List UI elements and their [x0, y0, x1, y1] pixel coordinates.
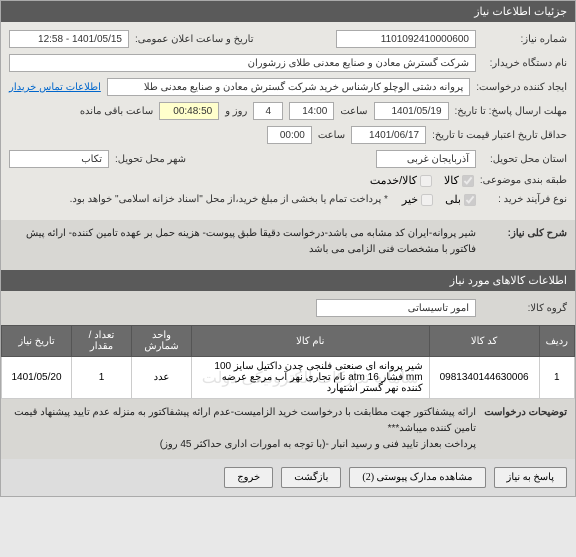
row-category: طبقه بندی موضوعی: کالا کالا/خدمت	[9, 174, 567, 187]
label-remaining: ساعت باقی مانده	[80, 106, 153, 117]
table-header-row: ردیف کد کالا نام کالا واحد شمارش تعداد /…	[2, 326, 575, 357]
label-notes: توضیحات درخواست	[482, 405, 567, 421]
cb-service	[420, 175, 432, 187]
section-header-goods: اطلاعات کالاهای مورد نیاز	[1, 270, 575, 291]
label-currency: طبقه بندی موضوعی:	[480, 175, 567, 186]
cb-yes-label: بلی	[445, 193, 461, 206]
goods-table-wrap: ردیف کد کالا نام کالا واحد شمارش تعداد /…	[1, 325, 575, 399]
row-request-no: شماره نیاز: 1101092410000600 تاریخ و ساع…	[9, 30, 567, 48]
label-requester: ایجاد کننده درخواست:	[476, 82, 567, 93]
docs-button[interactable]: مشاهده مدارک پیوستی (2)	[349, 467, 485, 488]
cb-yes	[464, 194, 476, 206]
cb-no-label: خیر	[402, 193, 418, 206]
label-validity: حداقل تاریخ اعتبار قیمت تا تاریخ:	[432, 130, 567, 141]
value-days: 4	[253, 102, 283, 120]
th-name: نام کالا	[192, 326, 430, 357]
label-buyer-org: نام دستگاه خریدار:	[482, 58, 567, 69]
row-requester: ایجاد کننده درخواست: پروانه دشتی الوچلو …	[9, 78, 567, 96]
goods-group-row: گروه کالا: امور تاسیساتی	[1, 291, 575, 325]
cb-goods	[462, 175, 474, 187]
th-date: تاریخ نیاز	[2, 326, 72, 357]
value-province: آذربایجان غربی	[376, 150, 476, 168]
row-process: نوع فرآیند خرید : بلی خیر * پرداخت تمام …	[9, 193, 567, 206]
label-province: استان محل تحویل:	[482, 154, 567, 165]
description-section: شرح کلی نیاز: شیر پروانه-ایران کد مشابه …	[1, 220, 575, 270]
th-code: کد کالا	[429, 326, 539, 357]
label-description: شرح کلی نیاز:	[482, 226, 567, 242]
row-validity: حداقل تاریخ اعتبار قیمت تا تاریخ: 1401/0…	[9, 126, 567, 144]
td-date: 1401/05/20	[2, 357, 72, 399]
cb-goods-label: کالا	[444, 174, 459, 187]
td-idx: 1	[539, 357, 574, 399]
main-container: جزئیات اطلاعات نیاز شماره نیاز: 11010924…	[0, 0, 576, 497]
reply-button[interactable]: پاسخ به نیاز	[494, 467, 568, 488]
notes-text: ارائه پیشفاکتور جهت مطابقت با درخواست خر…	[9, 405, 476, 453]
value-group: امور تاسیساتی	[316, 299, 476, 317]
table-row: 1 0981340144630006 سامانه تدارکات الکترو…	[2, 357, 575, 399]
cb-service-label: کالا/خدمت	[370, 174, 417, 187]
value-requester: پروانه دشتی الوچلو کارشناس خرید شرکت گست…	[107, 78, 470, 96]
row-deadline: مهلت ارسال پاسخ: تا تاریخ: 1401/05/19 سا…	[9, 102, 567, 120]
section-header-details: جزئیات اطلاعات نیاز	[1, 1, 575, 22]
goods-table: ردیف کد کالا نام کالا واحد شمارش تعداد /…	[1, 325, 575, 399]
label-city: شهر محل تحویل:	[115, 154, 186, 165]
info-section: شماره نیاز: 1101092410000600 تاریخ و ساع…	[1, 22, 575, 220]
header-title: جزئیات اطلاعات نیاز	[474, 6, 567, 18]
label-deadline: مهلت ارسال پاسخ: تا تاریخ:	[455, 106, 567, 117]
label-days-suffix: روز و	[225, 106, 247, 117]
label-group: گروه کالا:	[482, 303, 567, 314]
notes-section: توضیحات درخواست ارائه پیشفاکتور جهت مطاب…	[1, 399, 575, 459]
value-deadline-date: 1401/05/19	[374, 102, 449, 120]
description-text: شیر پروانه-ایران کد مشابه می باشد-درخواس…	[9, 226, 476, 258]
td-qty: 1	[72, 357, 132, 399]
footer: پاسخ به نیاز مشاهده مدارک پیوستی (2) باز…	[1, 459, 575, 496]
th-qty: تعداد / مقدار	[72, 326, 132, 357]
cb-no	[421, 194, 433, 206]
back-button[interactable]: بازگشت	[281, 467, 341, 488]
contact-link[interactable]: اطلاعات تماس خریدار	[9, 82, 101, 93]
th-unit: واحد شمارش	[132, 326, 192, 357]
value-announce: 1401/05/15 - 12:58	[9, 30, 129, 48]
close-button[interactable]: خروج	[224, 467, 273, 488]
value-validity-date: 1401/06/17	[351, 126, 426, 144]
label-validity-time: ساعت	[318, 130, 345, 141]
goods-title: اطلاعات کالاهای مورد نیاز	[450, 275, 567, 287]
value-city: تکاب	[9, 150, 109, 168]
td-name: سامانه تدارکات الکترونیکی دولت شیر پروان…	[192, 357, 430, 399]
label-deadline-time: ساعت	[340, 106, 367, 117]
row-buyer-org: نام دستگاه خریدار: شرکت گسترش معادن و صن…	[9, 54, 567, 72]
value-countdown: 00:48:50	[159, 102, 219, 120]
th-idx: ردیف	[539, 326, 574, 357]
row-location: استان محل تحویل: آذربایجان غربی شهر محل …	[9, 150, 567, 168]
process-note: * پرداخت تمام یا بخشی از مبلغ خرید،از مح…	[70, 194, 388, 205]
value-deadline-time: 14:00	[289, 102, 334, 120]
td-unit: عدد	[132, 357, 192, 399]
label-request-no: شماره نیاز:	[482, 34, 567, 45]
value-buyer-org: شرکت گسترش معادن و صنایع معدنی طلای زرشو…	[9, 54, 476, 72]
value-validity-time: 00:00	[267, 126, 312, 144]
label-process: نوع فرآیند خرید :	[482, 194, 567, 205]
value-request-no: 1101092410000600	[336, 30, 476, 48]
td-name-text: شیر پروانه ای صنعتی فلنجی چدن داکتیل سای…	[214, 361, 422, 394]
category-checkboxes: کالا کالا/خدمت	[370, 174, 474, 187]
process-checkboxes: بلی خیر	[402, 193, 476, 206]
td-code: 0981340144630006	[429, 357, 539, 399]
label-announce: تاریخ و ساعت اعلان عمومی:	[135, 34, 254, 45]
